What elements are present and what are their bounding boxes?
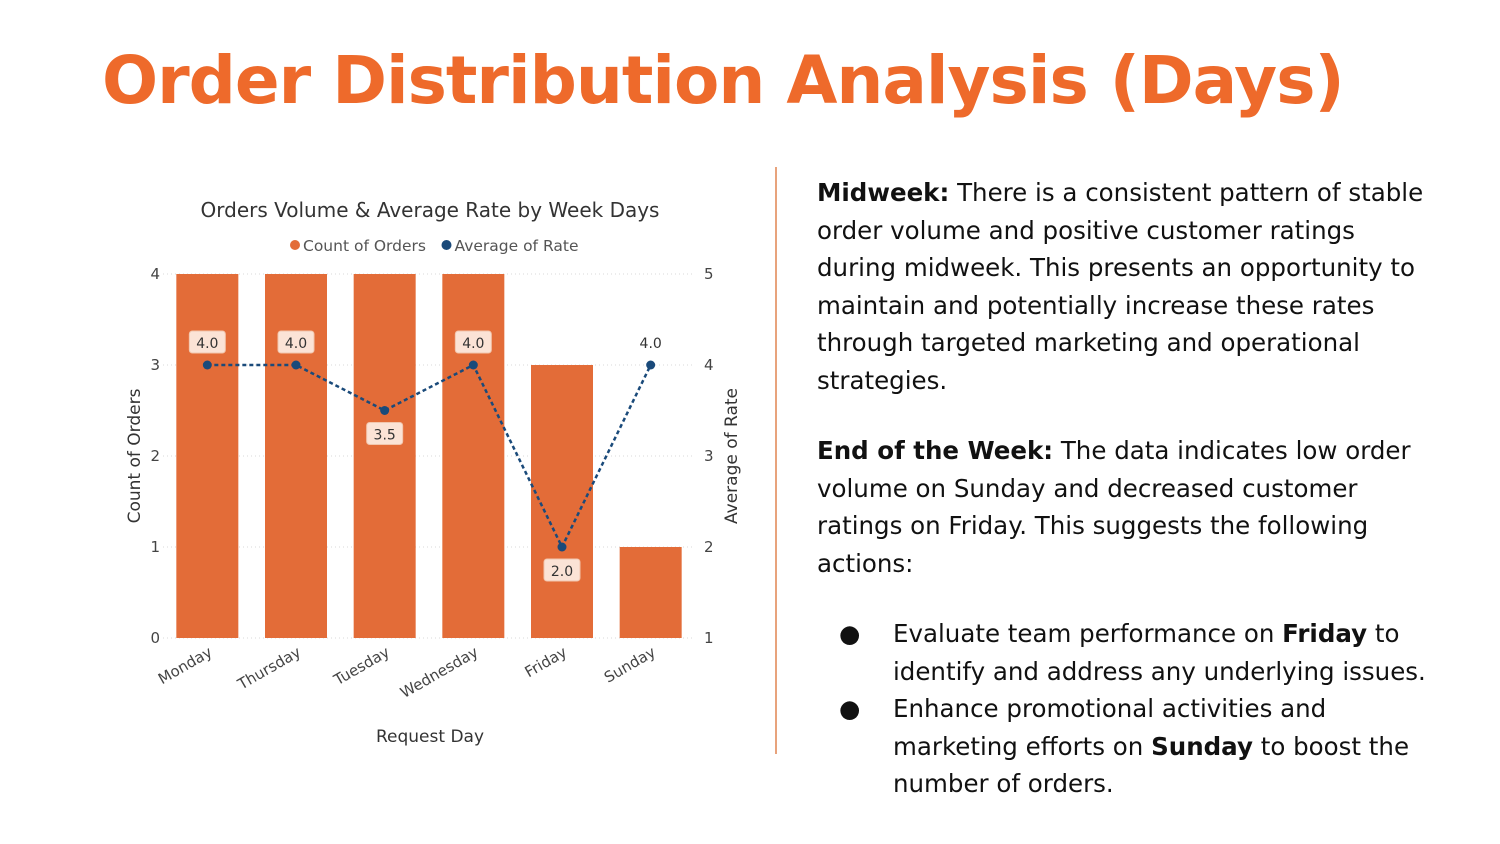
data-label-box xyxy=(543,558,581,582)
legend-label: Average of Rate xyxy=(455,237,579,255)
data-label-box xyxy=(188,330,226,354)
bullet-icon: ● xyxy=(839,619,861,648)
data-label: 2.0 xyxy=(551,564,573,580)
data-label: 4.0 xyxy=(196,336,218,352)
orders-rate-combo-chart: Orders Volume & Average Rate by Week Day… xyxy=(125,198,742,747)
action-highlight: Sunday xyxy=(1151,731,1253,761)
x-tick-label: Thursday xyxy=(234,643,304,694)
legend-marker-icon xyxy=(441,240,452,250)
data-label: 4.0 xyxy=(285,336,307,352)
x-tick-label: Sunday xyxy=(601,643,659,687)
action-item-sunday: ● Enhance promotional activities and mar… xyxy=(817,690,1437,803)
y-tick-label: 4 xyxy=(150,265,160,283)
rate-point-friday xyxy=(557,542,567,552)
data-label: 4.0 xyxy=(462,336,484,352)
midweek-body: There is a consistent pattern of stable … xyxy=(817,178,1424,395)
bar-wednesday xyxy=(442,274,505,638)
y2-tick-label: 4 xyxy=(704,356,714,374)
x-tick-label: Wednesday xyxy=(397,643,481,702)
end-of-week-body: The data indicates low order volume on S… xyxy=(817,436,1411,578)
data-label-box xyxy=(454,330,492,354)
legend-marker-icon xyxy=(290,240,300,250)
end-of-week-paragraph: End of the Week: The data indicates low … xyxy=(817,432,1437,582)
insights-panel: Midweek: There is a consistent pattern o… xyxy=(817,174,1437,803)
bar-sunday xyxy=(619,547,682,638)
midweek-paragraph: Midweek: There is a consistent pattern o… xyxy=(817,174,1437,399)
data-label: 4.0 xyxy=(640,336,662,352)
y-tick-label: 3 xyxy=(150,356,160,374)
y-tick-label: 2 xyxy=(150,447,160,465)
rate-line xyxy=(207,363,652,550)
y2-tick-label: 2 xyxy=(704,538,714,556)
action-list: ● Evaluate team performance on Friday to… xyxy=(817,615,1437,803)
rate-point-sunday xyxy=(646,360,656,370)
rate-point-wednesday xyxy=(468,360,478,370)
y2-tick-label: 1 xyxy=(704,629,714,647)
midweek-heading: Midweek: xyxy=(817,178,950,207)
x-axis-title: Request Day xyxy=(376,727,484,747)
y-tick-label: 0 xyxy=(150,629,160,647)
rate-point-tuesday xyxy=(380,406,390,415)
legend-label: Count of Orders xyxy=(303,237,426,255)
action-text: Evaluate team performance on xyxy=(893,619,1275,648)
data-label-box xyxy=(366,422,404,445)
y2-axis-title: Average of Rate xyxy=(722,388,742,524)
data-label-box xyxy=(277,330,315,354)
bar-tuesday xyxy=(353,274,416,638)
data-label: 3.5 xyxy=(374,428,396,444)
x-tick-label: Friday xyxy=(522,643,570,681)
action-text: to boost the number of orders. xyxy=(893,731,1410,799)
y-axis-title: Count of Orders xyxy=(125,388,145,523)
action-item-friday: ● Evaluate team performance on Friday to… xyxy=(817,615,1437,690)
bullet-icon: ● xyxy=(839,694,861,723)
end-of-week-heading: End of the Week: xyxy=(817,436,1054,465)
rate-point-monday xyxy=(202,360,212,370)
page-title: Order Distribution Analysis (Days) xyxy=(102,42,1345,119)
chart-title: Orders Volume & Average Rate by Week Day… xyxy=(201,198,660,222)
y2-tick-label: 5 xyxy=(704,265,714,283)
bar-friday xyxy=(531,365,593,638)
y2-tick-label: 3 xyxy=(704,447,714,465)
rate-point-thursday xyxy=(291,360,301,370)
bar-monday xyxy=(176,274,239,638)
action-text: to identify and address any underlying i… xyxy=(893,619,1426,686)
vertical-divider xyxy=(775,167,777,754)
x-tick-label: Monday xyxy=(155,643,215,688)
action-text: Enhance promotional activities and marke… xyxy=(893,694,1327,761)
action-highlight: Friday xyxy=(1282,619,1368,648)
bar-thursday xyxy=(265,274,327,638)
x-tick-label: Tuesday xyxy=(330,643,393,690)
y-tick-label: 1 xyxy=(150,538,160,556)
